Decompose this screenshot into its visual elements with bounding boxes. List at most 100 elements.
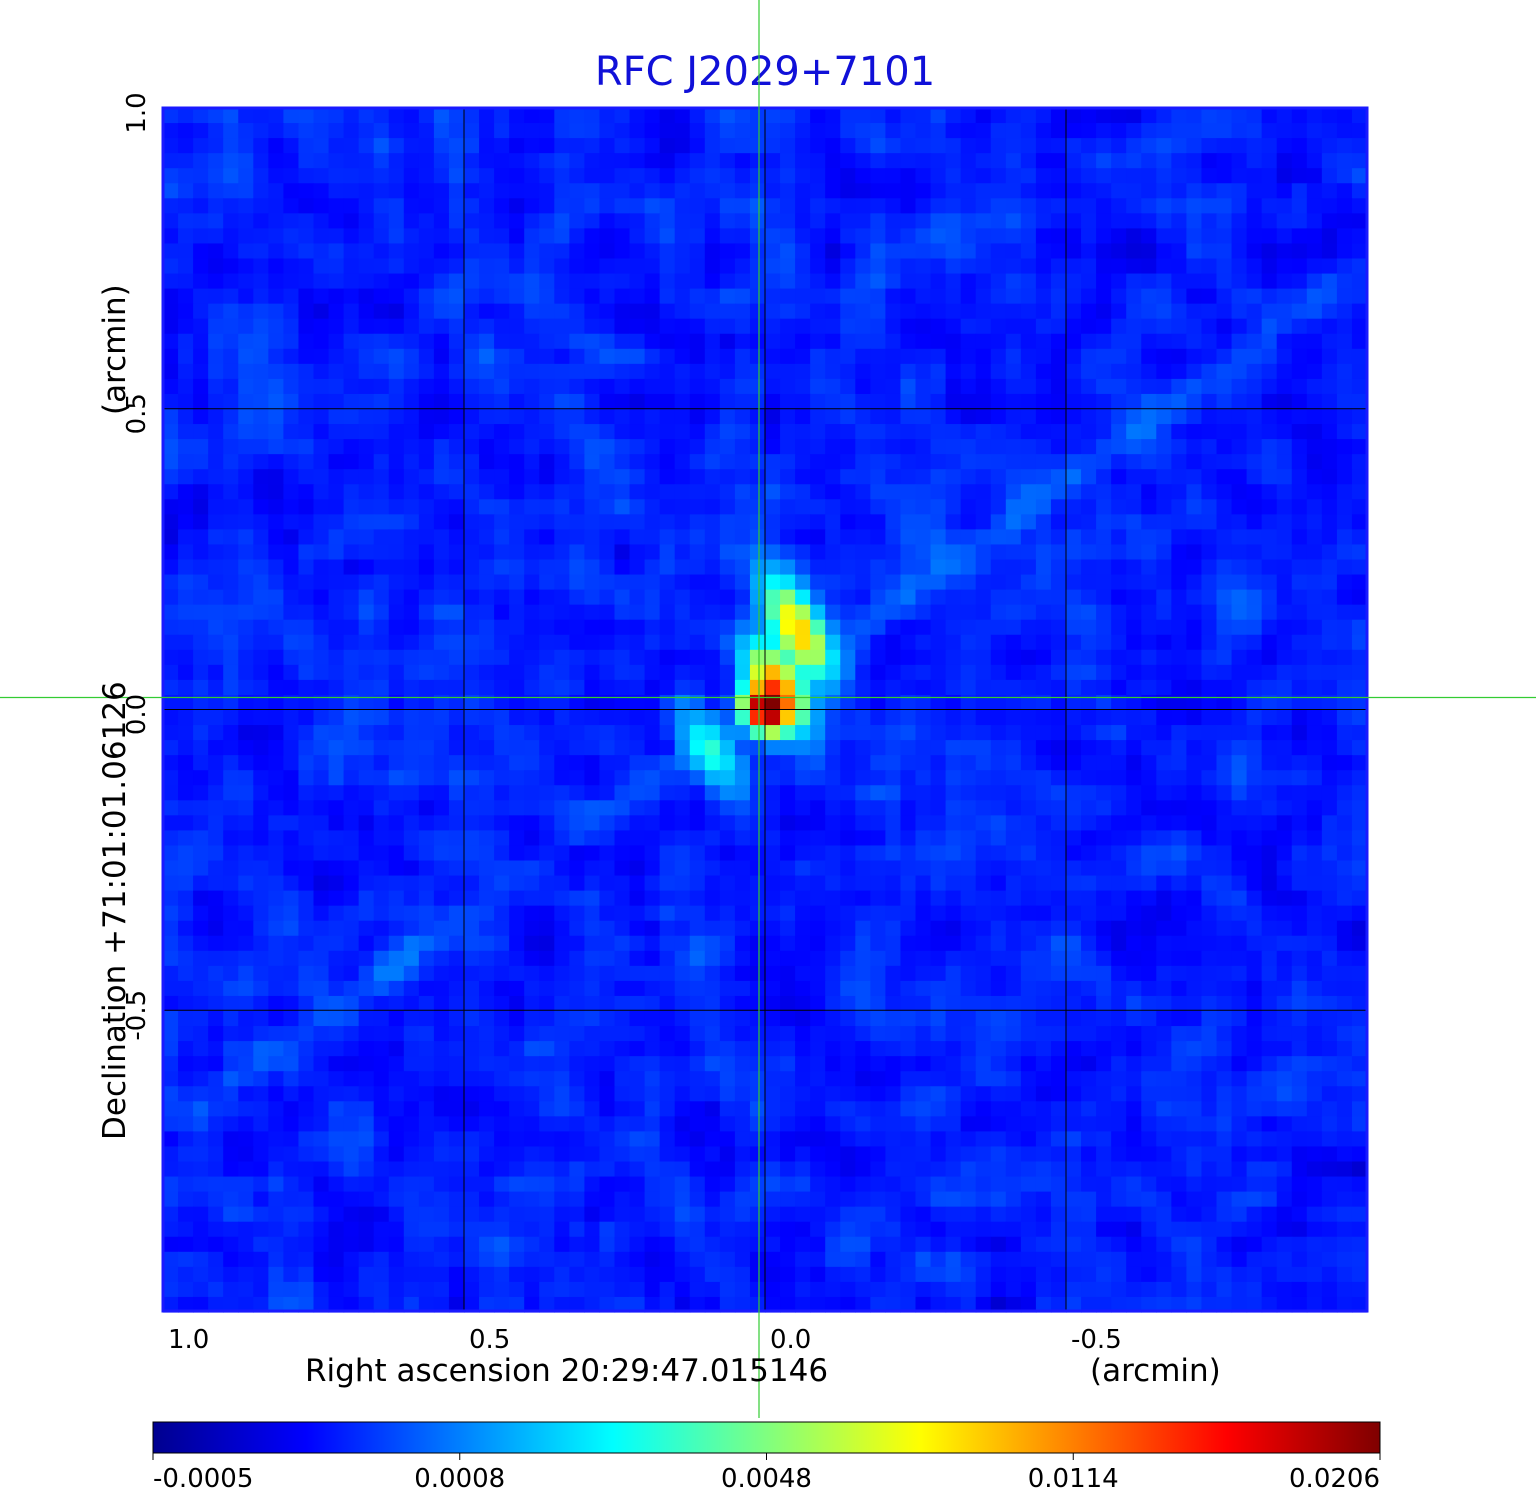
intensity-pixel	[1276, 243, 1293, 260]
intensity-pixel	[238, 213, 254, 229]
intensity-pixel	[1336, 168, 1353, 184]
intensity-pixel	[283, 439, 300, 455]
intensity-pixel	[810, 589, 826, 606]
intensity-pixel	[464, 363, 480, 380]
intensity-pixel	[163, 649, 179, 666]
intensity-pixel	[1050, 183, 1067, 199]
intensity-pixel	[464, 333, 480, 350]
intensity-pixel	[990, 318, 1007, 335]
intensity-pixel	[554, 770, 570, 786]
intensity-pixel	[614, 544, 631, 561]
intensity-pixel	[1231, 875, 1248, 892]
intensity-pixel	[1186, 454, 1203, 470]
intensity-pixel	[238, 755, 254, 771]
intensity-pixel	[1201, 499, 1218, 515]
intensity-pixel	[1111, 333, 1127, 350]
intensity-pixel	[1020, 574, 1037, 591]
intensity-pixel	[704, 1011, 721, 1027]
intensity-pixel	[208, 348, 224, 365]
intensity-pixel	[1306, 1026, 1323, 1042]
intensity-pixel	[1005, 589, 1022, 606]
intensity-pixel	[1201, 604, 1218, 621]
intensity-pixel	[1231, 424, 1248, 440]
intensity-pixel	[268, 378, 284, 395]
intensity-pixel	[464, 935, 480, 952]
intensity-pixel	[524, 1011, 540, 1027]
intensity-pixel	[223, 770, 239, 786]
intensity-pixel	[208, 710, 224, 726]
intensity-pixel	[1276, 980, 1293, 997]
intensity-pixel	[840, 965, 856, 982]
intensity-pixel	[1111, 243, 1127, 260]
intensity-pixel	[810, 965, 826, 982]
intensity-pixel	[1246, 664, 1263, 681]
intensity-pixel	[1141, 318, 1157, 335]
intensity-pixel	[1261, 454, 1278, 470]
intensity-pixel	[569, 574, 585, 591]
intensity-pixel	[193, 409, 209, 425]
intensity-pixel	[1231, 845, 1248, 862]
intensity-pixel	[358, 920, 375, 937]
intensity-pixel	[1050, 725, 1067, 741]
intensity-pixel	[418, 649, 435, 666]
intensity-pixel	[689, 484, 706, 500]
intensity-pixel	[358, 318, 375, 335]
intensity-pixel	[870, 243, 886, 260]
intensity-pixel	[870, 694, 886, 711]
intensity-pixel	[238, 348, 254, 365]
intensity-pixel	[298, 755, 315, 771]
intensity-pixel	[900, 845, 917, 862]
intensity-pixel	[1351, 710, 1368, 726]
intensity-pixel	[1336, 875, 1353, 892]
intensity-pixel	[1005, 815, 1022, 831]
intensity-pixel	[960, 935, 977, 952]
intensity-pixel	[298, 770, 315, 786]
intensity-pixel	[1201, 755, 1218, 771]
intensity-pixel	[960, 740, 977, 756]
intensity-pixel	[358, 725, 375, 741]
intensity-pixel	[975, 965, 992, 982]
intensity-pixel	[464, 890, 480, 907]
intensity-pixel	[358, 228, 375, 245]
intensity-pixel	[1096, 409, 1112, 425]
intensity-pixel	[885, 1011, 902, 1027]
intensity-pixel	[704, 288, 721, 305]
intensity-pixel	[388, 1026, 405, 1042]
intensity-pixel	[1020, 544, 1037, 561]
intensity-pixel	[749, 393, 766, 410]
intensity-pixel	[810, 393, 826, 410]
intensity-pixel	[1111, 409, 1127, 425]
intensity-pixel	[780, 905, 796, 922]
intensity-pixel	[178, 800, 194, 816]
intensity-pixel	[734, 168, 751, 184]
intensity-pixel	[1020, 1026, 1037, 1042]
intensity-pixel	[659, 333, 676, 350]
intensity-pixel	[238, 273, 254, 290]
intensity-pixel	[268, 454, 284, 470]
intensity-pixel	[178, 469, 194, 485]
intensity-pixel	[900, 995, 917, 1012]
intensity-pixel	[840, 273, 856, 290]
intensity-pixel	[659, 409, 676, 425]
intensity-pixel	[539, 890, 555, 907]
intensity-pixel	[1020, 363, 1037, 380]
intensity-pixel	[945, 604, 962, 621]
intensity-pixel	[990, 409, 1007, 425]
intensity-pixel	[945, 514, 962, 530]
intensity-pixel	[1081, 198, 1097, 214]
intensity-pixel	[1231, 123, 1248, 139]
intensity-pixel	[268, 183, 284, 199]
intensity-pixel	[418, 770, 435, 786]
intensity-pixel	[1020, 318, 1037, 335]
intensity-pixel	[1291, 424, 1308, 440]
intensity-pixel	[373, 679, 390, 696]
intensity-pixel	[734, 348, 751, 365]
intensity-pixel	[945, 469, 962, 485]
intensity-pixel	[403, 514, 420, 530]
intensity-pixel	[1231, 153, 1248, 169]
intensity-pixel	[163, 153, 179, 169]
intensity-pixel	[1246, 168, 1263, 184]
intensity-pixel	[825, 228, 841, 245]
intensity-pixel	[614, 710, 631, 726]
intensity-pixel	[539, 619, 555, 636]
